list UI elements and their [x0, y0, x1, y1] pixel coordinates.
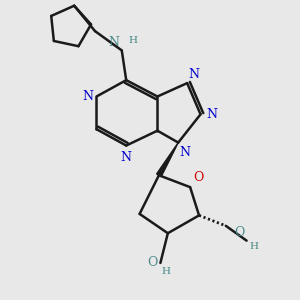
Text: N: N — [121, 151, 132, 164]
Text: O: O — [147, 256, 158, 269]
Text: N: N — [206, 108, 217, 121]
Text: H: H — [162, 267, 171, 276]
Text: N: N — [189, 68, 200, 81]
Text: N: N — [108, 36, 119, 49]
Text: O: O — [235, 226, 245, 239]
Text: O: O — [194, 171, 204, 184]
Text: H: H — [249, 242, 258, 251]
Polygon shape — [157, 142, 178, 177]
Text: H: H — [128, 36, 137, 45]
Text: N: N — [180, 146, 191, 159]
Text: N: N — [82, 90, 93, 103]
